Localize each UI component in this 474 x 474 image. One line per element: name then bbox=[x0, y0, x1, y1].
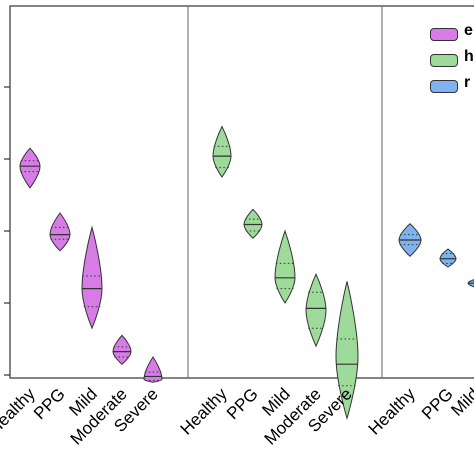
legend-item-1: h bbox=[424, 48, 474, 76]
legend-label-0: e bbox=[464, 24, 473, 39]
legend-swatch-1 bbox=[430, 54, 458, 67]
violins bbox=[19, 125, 474, 420]
violin-p0-3 bbox=[112, 334, 132, 365]
y-axis-ticks bbox=[4, 86, 10, 376]
violin-p1-4 bbox=[335, 281, 359, 420]
violin-p0-0 bbox=[19, 147, 41, 189]
x-tick-label-p2-0: Healthy bbox=[365, 384, 420, 439]
legend: e h r bbox=[424, 24, 474, 116]
plot-border bbox=[9, 5, 474, 379]
x-tick-label-p0-1: PPG bbox=[30, 384, 69, 423]
legend-item-0: e bbox=[424, 24, 474, 50]
legend-item-2: r bbox=[424, 74, 474, 102]
x-tick-label-p1-1: PPG bbox=[223, 384, 262, 423]
violin-p0-4 bbox=[143, 356, 163, 383]
violin-p0-1 bbox=[49, 212, 71, 252]
legend-swatch-2 bbox=[430, 80, 458, 93]
violin-p1-1 bbox=[243, 208, 263, 239]
plot-frame bbox=[9, 5, 474, 379]
x-tick-label-p1-0: Healthy bbox=[177, 384, 232, 439]
violin-p1-0 bbox=[212, 125, 232, 178]
violin-p1-3 bbox=[305, 273, 327, 348]
violin-p2-1 bbox=[439, 248, 457, 268]
legend-label-1: h bbox=[464, 48, 474, 65]
violin-p1-2 bbox=[274, 229, 296, 304]
violin-p0-2 bbox=[81, 225, 103, 330]
legend-swatch-0 bbox=[430, 28, 458, 41]
x-tick-label-p2-2: Mild bbox=[447, 384, 474, 419]
legend-label-2: r bbox=[464, 74, 471, 91]
